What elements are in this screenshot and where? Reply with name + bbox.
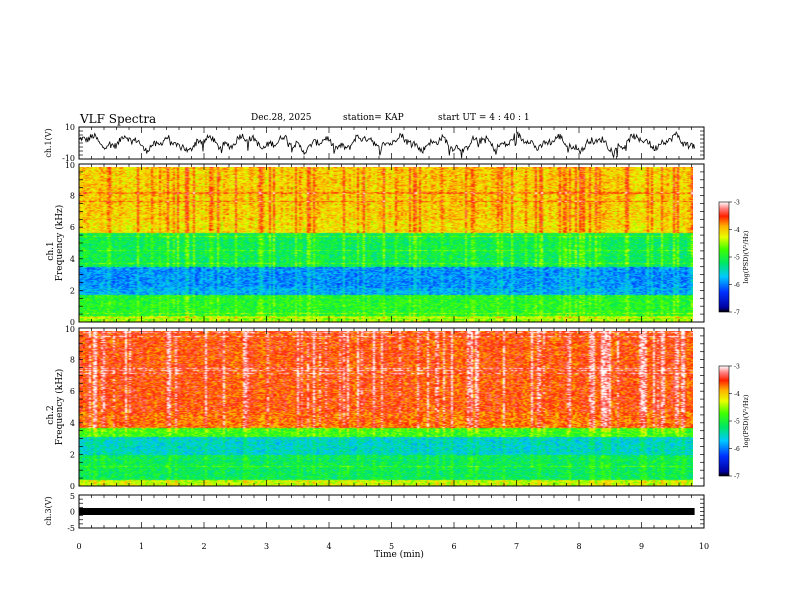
colorbar-tick-label: -5 bbox=[734, 255, 740, 262]
colorbar-tick-label: -4 bbox=[734, 227, 740, 234]
y-tick-label: 5 bbox=[70, 492, 75, 501]
y-tick-label: 4 bbox=[70, 255, 75, 264]
y-tick-label: 2 bbox=[70, 450, 75, 459]
ch1-spec-ylabel-b: Frequency (kHz) bbox=[54, 205, 65, 282]
y-tick-label: 0 bbox=[70, 508, 75, 517]
ch1-spec-ylabel-a: ch.1 bbox=[46, 241, 56, 260]
x-axis-label: Time (min) bbox=[374, 549, 424, 560]
x-tick-label: 6 bbox=[451, 542, 456, 551]
x-tick-label: 2 bbox=[201, 542, 206, 551]
y-tick-label: 8 bbox=[70, 192, 75, 201]
y-tick-label: 6 bbox=[70, 223, 75, 232]
y-tick-label: 8 bbox=[70, 356, 75, 365]
ch1-spectrogram-panel: ch.1 Frequency (kHz) bbox=[46, 163, 705, 323]
y-tick-label: 0 bbox=[70, 482, 75, 491]
y-tick-label: 4 bbox=[70, 419, 75, 428]
ch1-waveform-panel: 10 -10 ch.1(V) bbox=[44, 123, 705, 163]
colorbar-tick-label: -6 bbox=[734, 282, 740, 289]
ch2-colorbar: -3 -4 -5 -6 -7 log(PSD)(V²/Hz) bbox=[718, 364, 750, 481]
ch2-colorbar-label: log(PSD)(V²/Hz) bbox=[742, 394, 750, 447]
ch1-spectrogram-image bbox=[79, 167, 693, 322]
ch1-ytick-bottom: -10 bbox=[62, 154, 75, 163]
x-tick-label: 8 bbox=[576, 542, 581, 551]
y-tick-label: 0 bbox=[70, 318, 75, 327]
y-tick-label: 10 bbox=[65, 325, 75, 334]
ch3-waveform-panel: ch.3(V) bbox=[44, 494, 705, 529]
x-tick-label: 3 bbox=[264, 542, 269, 551]
start-time-label: start UT = 4 : 40 : 1 bbox=[438, 113, 530, 123]
x-tick-label: 0 bbox=[76, 542, 81, 551]
ch1-colorbar-label: log(PSD)(V²/Hz) bbox=[742, 230, 750, 283]
colorbar-tick-label: -5 bbox=[734, 419, 740, 426]
colorbar-tick-label: -7 bbox=[734, 474, 740, 481]
ch1-ytick-top: 10 bbox=[65, 123, 75, 132]
colorbar-tick-label: -3 bbox=[734, 364, 740, 371]
ch2-spectrogram-image bbox=[79, 331, 693, 486]
ch2-spec-ylabel-b: Frequency (kHz) bbox=[54, 369, 65, 446]
station-label: station= KAP bbox=[343, 113, 404, 123]
ch1-colorbar: -3 -4 -5 -6 -7 log(PSD)(V²/Hz) bbox=[718, 200, 750, 317]
colorbar-tick-label: -3 bbox=[734, 200, 740, 207]
ch3-wave-ylabel: ch.3(V) bbox=[44, 496, 53, 525]
y-tick-label: -5 bbox=[67, 524, 75, 533]
chart-title: VLF Spectra bbox=[80, 112, 157, 126]
ch1-waveform-line bbox=[78, 131, 695, 159]
ch3-waveform-band bbox=[79, 508, 695, 515]
x-tick-label: 7 bbox=[514, 542, 519, 551]
ch1-colorbar-ticks: -3 -4 -5 -6 -7 bbox=[729, 200, 740, 317]
colorbar-tick-label: -6 bbox=[734, 446, 740, 453]
y-tick-label: 10 bbox=[65, 161, 75, 170]
x-tick-label: 4 bbox=[326, 542, 331, 551]
y-tick-label: 2 bbox=[70, 286, 75, 295]
x-tick-label: 1 bbox=[139, 542, 144, 551]
ch2-colorbar-ticks: -3 -4 -5 -6 -7 bbox=[729, 364, 740, 481]
date-label: Dec.28, 2025 bbox=[251, 113, 312, 123]
y-tick-label: 6 bbox=[70, 387, 75, 396]
x-tick-label: 5 bbox=[389, 542, 394, 551]
colorbar-tick-label: -4 bbox=[734, 391, 740, 398]
ch2-spectrogram-panel: ch.2 Frequency (kHz) bbox=[46, 327, 705, 487]
ch1-wave-ylabel: ch.1(V) bbox=[44, 128, 53, 157]
x-tick-label: 10 bbox=[699, 542, 709, 551]
colorbar-tick-label: -7 bbox=[734, 310, 740, 317]
ch2-spec-ylabel-a: ch.2 bbox=[46, 405, 56, 424]
x-tick-label: 9 bbox=[639, 542, 644, 551]
